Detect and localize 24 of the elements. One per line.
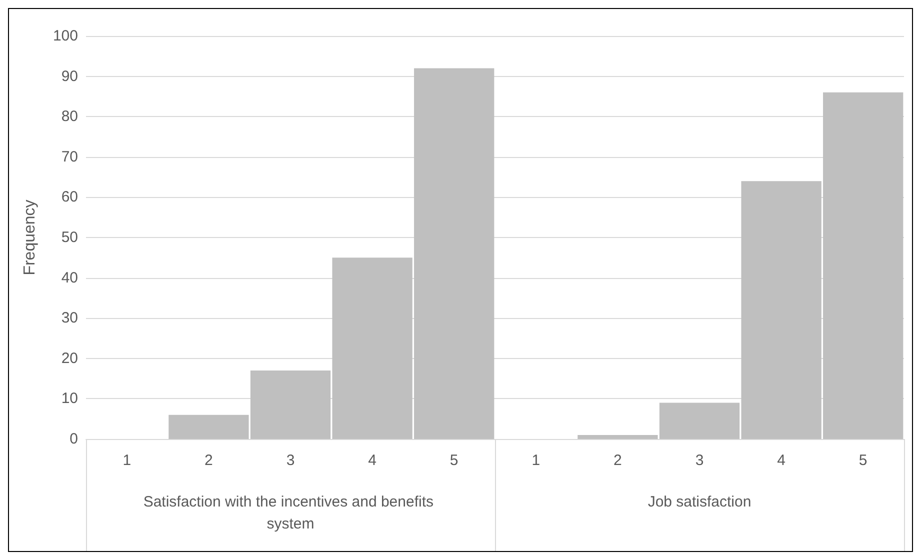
y-tick-label: 60 (61, 188, 78, 206)
x-tick-label: 4 (368, 452, 376, 469)
x-tick-label: 2 (204, 452, 213, 469)
y-tick-label: 80 (61, 108, 78, 126)
x-tick-label: 3 (695, 452, 704, 469)
y-tick-label: 100 (52, 28, 78, 44)
y-tick-label: 0 (70, 430, 78, 448)
text: Satisfaction with the incentives and benefits system (143, 494, 438, 532)
x-tick-label: 1 (532, 452, 540, 469)
y-tick-label: 90 (61, 68, 78, 85)
y-tick-label: 70 (61, 148, 78, 166)
y-axis-title: Frequency (22, 200, 38, 276)
y-tick-label: 40 (61, 269, 78, 286)
x-tick-label: 3 (286, 452, 295, 469)
x-tick-label: 4 (777, 452, 786, 469)
x-tick-label: 1 (122, 452, 132, 469)
y-tick-label: 50 (61, 229, 78, 246)
text: Job satisfaction (648, 494, 752, 510)
y-tick-label: 20 (61, 350, 78, 367)
y-tick-label: 30 (61, 310, 78, 327)
x-tick-label: 5 (450, 452, 458, 469)
x-tick-label: 2 (614, 452, 622, 469)
y-tick-label: 10 (61, 390, 78, 408)
x-tick-label: 5 (858, 452, 868, 469)
